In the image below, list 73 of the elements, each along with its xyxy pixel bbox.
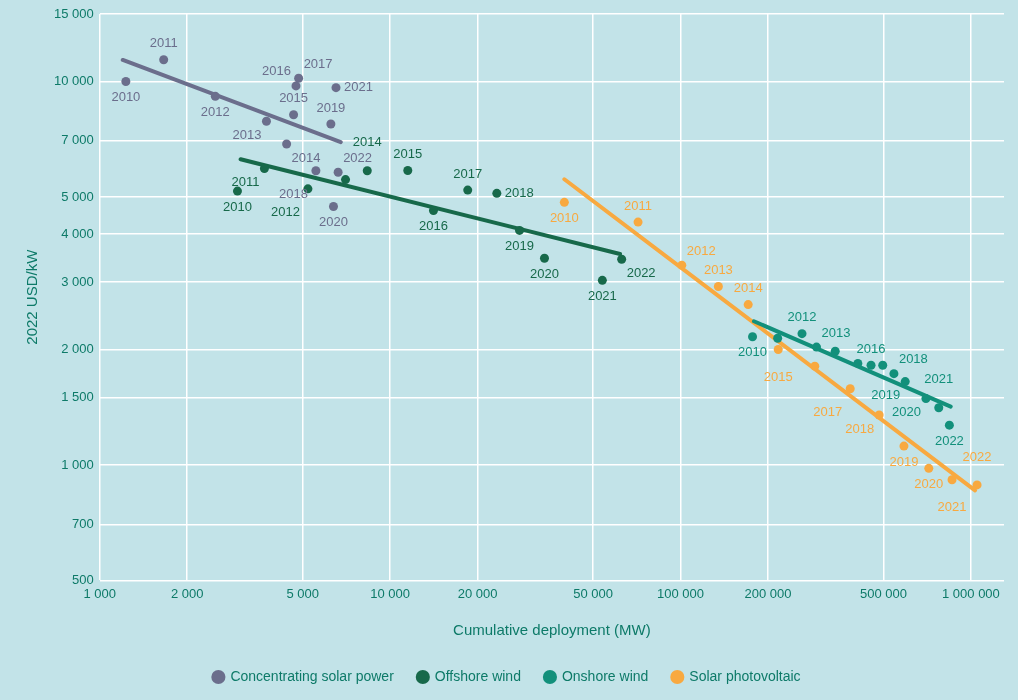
legend-label: Concentrating solar power — [230, 667, 395, 684]
annotation: 2016 — [419, 218, 448, 234]
x-tick-label: 5 000 — [286, 585, 319, 601]
y-tick-label: 500 — [72, 571, 94, 587]
annotation: 2010 — [549, 209, 579, 225]
annotation: 2013 — [703, 262, 733, 278]
legend-label: Offshore wind — [434, 667, 521, 684]
annotation: 2010 — [111, 89, 141, 105]
annotation: 2021 — [924, 371, 954, 387]
y-tick-label: 4 000 — [61, 225, 94, 241]
annotation: 2017 — [453, 165, 483, 181]
legend-label: Onshore wind — [561, 667, 649, 684]
annotation: 2019 — [505, 237, 534, 253]
annotation: 2011 — [149, 35, 178, 51]
annotation: 2015 — [279, 90, 309, 106]
x-tick-label: 1 000 000 — [941, 585, 1000, 601]
annotation: 2020 — [892, 404, 921, 420]
y-tick-label: 2 000 — [61, 341, 94, 357]
annotation: 2020 — [914, 475, 944, 491]
annotation: 2017 — [303, 55, 333, 71]
annotation: 2012 — [200, 103, 230, 119]
annotation: 2019 — [889, 453, 919, 469]
x-tick-label: 1 000 — [83, 585, 117, 601]
y-tick-label: 10 000 — [54, 73, 94, 89]
annotation: 2011 — [231, 174, 260, 190]
annotation: 2016 — [856, 340, 886, 356]
annotation: 2017 — [813, 404, 843, 420]
x-tick-label: 10 000 — [370, 585, 411, 601]
y-tick-label: 3 000 — [61, 273, 94, 289]
annotation: 2022 — [343, 149, 373, 165]
annotation: 2018 — [898, 351, 928, 367]
annotation: 2018 — [278, 186, 308, 202]
annotation: 2021 — [937, 499, 967, 515]
annotation: 2016 — [262, 63, 291, 79]
x-axis-title: Cumulative deployment (MW) — [453, 621, 651, 639]
y-axis-title: 2022 USD/kW — [23, 248, 41, 345]
legend-label: Solar photovoltaic — [689, 667, 801, 684]
y-tick-label: 1 500 — [61, 389, 94, 405]
annotation: 2013 — [821, 324, 851, 340]
x-tick-label: 50 000 — [573, 585, 613, 601]
annotation: 2018 — [845, 420, 875, 436]
annotation: 2012 — [787, 309, 817, 325]
annotation: 2014 — [352, 134, 382, 150]
annotation: 2012 — [686, 242, 716, 258]
y-tick-label: 1 000 — [61, 456, 94, 472]
annotation: 2020 — [530, 265, 559, 281]
x-tick-label: 500 000 — [860, 585, 907, 601]
annotation: 2019 — [871, 387, 901, 403]
y-tick-label: 7 000 — [61, 132, 94, 148]
annotation: 2022 — [962, 448, 992, 464]
annotation: 2020 — [319, 214, 348, 230]
x-tick-label: 200 000 — [744, 585, 792, 601]
annotation: 2019 — [316, 99, 346, 115]
annotation: 2022 — [934, 432, 964, 448]
x-tick-label: 20 000 — [457, 585, 498, 601]
annotation: 2010 — [738, 344, 767, 360]
annotation: 2010 — [223, 198, 252, 214]
y-tick-label: 700 — [72, 515, 94, 531]
annotation: 2014 — [291, 149, 321, 165]
annotation: 2011 — [624, 197, 653, 213]
annotation: 2015 — [393, 146, 423, 162]
x-tick-label: 100 000 — [657, 585, 705, 601]
y-tick-label: 15 000 — [54, 5, 94, 21]
annotation: 2012 — [271, 204, 300, 220]
y-tick-label: 5 000 — [61, 188, 94, 204]
annotation: 2021 — [587, 287, 617, 303]
annotation: 2014 — [733, 280, 763, 296]
annotation: 2022 — [626, 264, 656, 280]
annotation: 2013 — [232, 126, 262, 142]
annotation: 2015 — [763, 369, 793, 385]
annotation: 2018 — [504, 184, 534, 200]
annotation: 2021 — [344, 79, 373, 95]
x-tick-label: 2 000 — [170, 585, 204, 601]
